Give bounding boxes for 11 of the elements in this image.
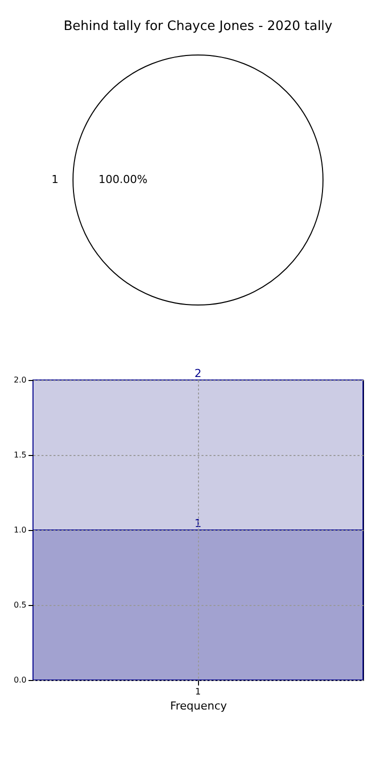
slice-label: 1 xyxy=(52,173,58,186)
y-tick-label: 2.0 xyxy=(14,376,26,384)
chart-title: Behind tally for Chayce Jones - 2020 tally xyxy=(64,19,333,34)
y-tick-label: 0.5 xyxy=(14,600,26,610)
x-axis-title: Frequency xyxy=(170,700,228,712)
y-tick-label: 1.0 xyxy=(14,526,26,534)
data-label: 100.00% xyxy=(98,173,148,186)
y-tick-label: 1.5 xyxy=(14,450,26,460)
legend-label: 1 xyxy=(195,688,201,698)
y-tick-label: 0.0 xyxy=(14,676,26,684)
total-label: 2 xyxy=(194,367,202,380)
